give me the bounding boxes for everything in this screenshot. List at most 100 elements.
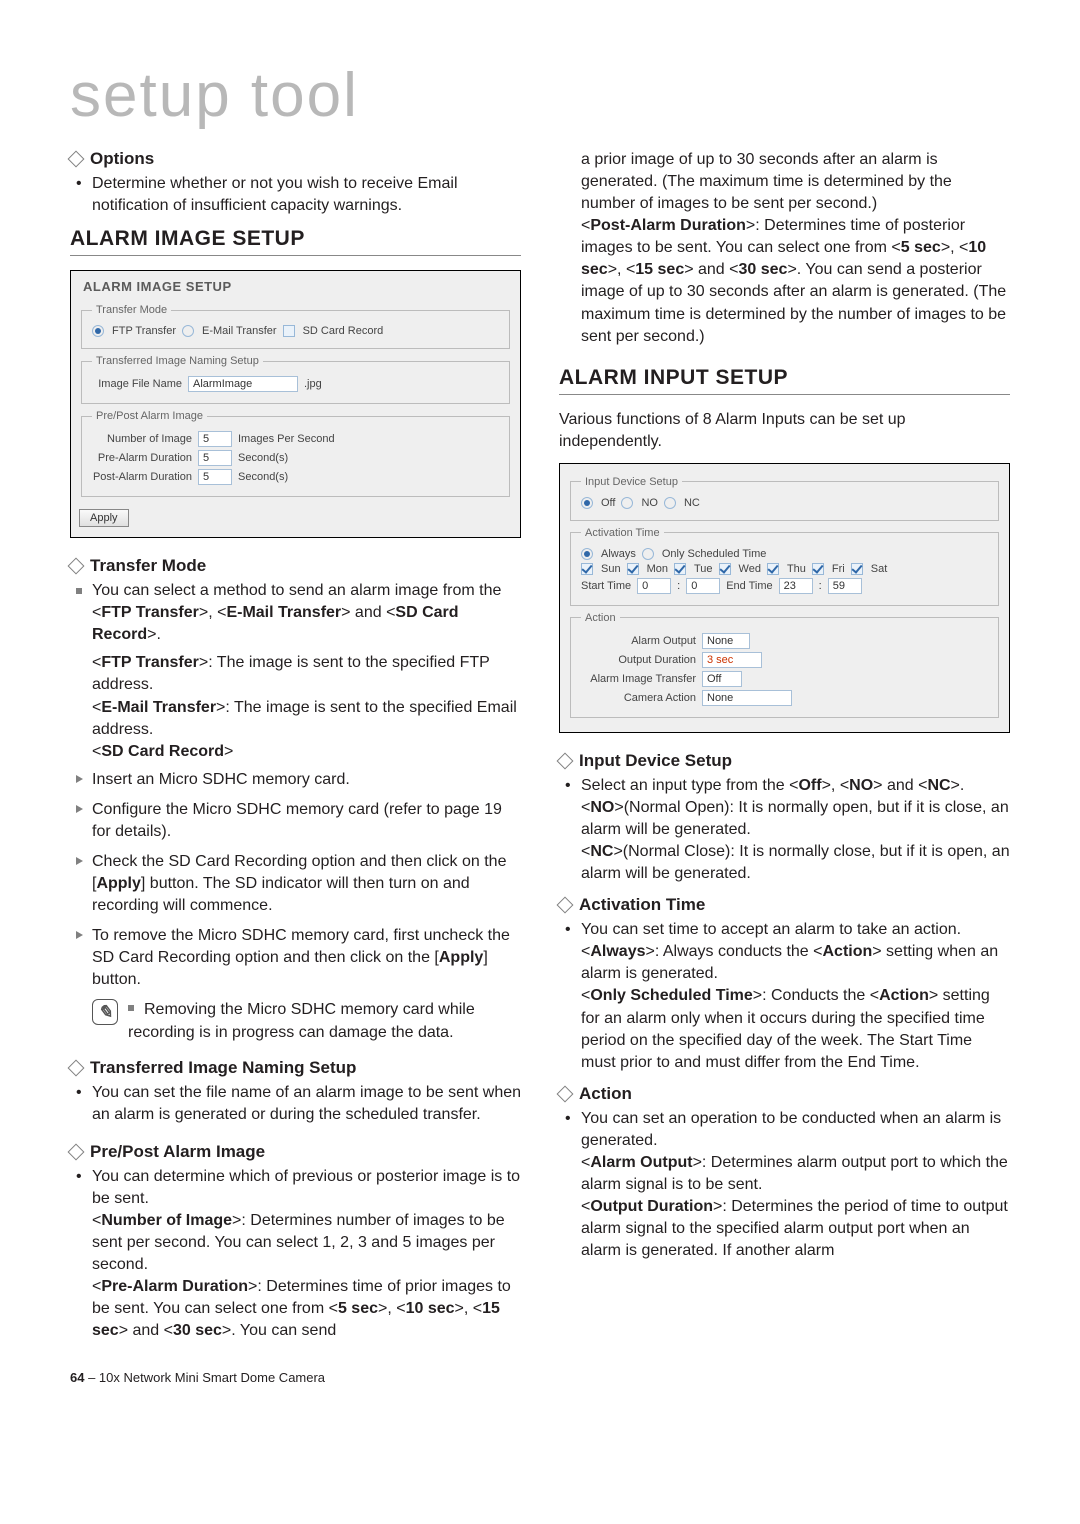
day-tue-chk[interactable] <box>674 563 686 575</box>
day-sun-chk[interactable] <box>581 563 593 575</box>
pre-dur-unit: Second(s) <box>238 452 288 464</box>
email-label: E-Mail Transfer <box>202 325 277 337</box>
sd-label: SD Card Record <box>303 325 384 337</box>
day-wed-chk[interactable] <box>719 563 731 575</box>
prepost-fieldset: Pre/Post Alarm Image Number of Image 5 I… <box>81 410 510 497</box>
end-m-select[interactable]: 59 <box>828 578 862 594</box>
sd-step-2: Configure the Micro SDHC memory card (re… <box>92 799 521 843</box>
input-device-bullet: Select an input type from the <Off>, <NO… <box>581 775 1010 885</box>
alarm-image-setup-screenshot: ALARM IMAGE SETUP Transfer Mode FTP Tran… <box>70 270 521 538</box>
action-heading-text: Action <box>579 1084 632 1104</box>
diamond-icon <box>68 151 85 168</box>
output-duration-select[interactable]: 3 sec <box>702 652 762 668</box>
day-tue: Tue <box>694 563 713 575</box>
day-thu-chk[interactable] <box>767 563 779 575</box>
nc-radio[interactable] <box>664 497 676 509</box>
naming-input[interactable]: AlarmImage <box>188 376 298 392</box>
day-sat-chk[interactable] <box>851 563 863 575</box>
transfer-mode-heading-text: Transfer Mode <box>90 556 206 576</box>
off-radio[interactable] <box>581 497 593 509</box>
naming-legend: Transferred Image Naming Setup <box>92 355 263 367</box>
action-heading: Action <box>559 1084 1010 1104</box>
input-device-legend: Input Device Setup <box>581 476 682 488</box>
no-radio[interactable] <box>621 497 633 509</box>
pre-post-continued: a prior image of up to 30 seconds after … <box>559 149 1010 348</box>
naming-ext: .jpg <box>304 378 322 390</box>
ftp-radio[interactable] <box>92 325 104 337</box>
diamond-icon <box>557 1085 574 1102</box>
alarm-image-setup-heading: ALARM IMAGE SETUP <box>70 227 521 256</box>
input-device-heading: Input Device Setup <box>559 751 1010 771</box>
only-radio[interactable] <box>642 548 654 560</box>
always-label: Always <box>601 548 636 560</box>
action-fieldset: Action Alarm OutputNone Output Duration3… <box>570 612 999 718</box>
always-radio[interactable] <box>581 548 593 560</box>
left-column: Options Determine whether or not you wis… <box>70 149 521 1346</box>
input-device-fieldset: Input Device Setup Off NO NC <box>570 476 999 521</box>
naming-bullet: You can set the file name of an alarm im… <box>92 1082 521 1126</box>
transfer-mode-intro: You can select a method to send an alarm… <box>92 580 521 763</box>
naming-heading-text: Transferred Image Naming Setup <box>90 1058 356 1078</box>
camera-action-select[interactable]: None <box>702 690 792 706</box>
day-sun: Sun <box>601 563 621 575</box>
day-sat: Sat <box>871 563 888 575</box>
off-label: Off <box>601 497 615 509</box>
prepost-heading-text: Pre/Post Alarm Image <box>90 1142 265 1162</box>
input-device-heading-text: Input Device Setup <box>579 751 732 771</box>
start-m-select[interactable]: 0 <box>686 578 720 594</box>
transfer-mode-fieldset: Transfer Mode FTP Transfer E-Mail Transf… <box>81 304 510 349</box>
options-heading: Options <box>70 149 521 169</box>
naming-fieldset: Transferred Image Naming Setup Image Fil… <box>81 355 510 404</box>
sd-checkbox[interactable] <box>283 325 295 337</box>
days-row: Sun Mon Tue Wed Thu Fri Sat <box>581 563 988 575</box>
apply-button[interactable]: Apply <box>79 509 129 527</box>
only-label: Only Scheduled Time <box>662 548 767 560</box>
end-h-select[interactable]: 23 <box>779 578 813 594</box>
pre-dur-select[interactable]: 5 <box>198 450 232 466</box>
email-radio[interactable] <box>182 325 194 337</box>
diamond-icon <box>68 1143 85 1160</box>
post-dur-label: Post-Alarm Duration <box>92 471 192 483</box>
nc-label: NC <box>684 497 700 509</box>
post-dur-select[interactable]: 5 <box>198 469 232 485</box>
options-bullet: Determine whether or not you wish to rec… <box>92 173 521 217</box>
note-row: ✎ Removing the Micro SDHC memory card wh… <box>70 999 521 1043</box>
image-transfer-label: Alarm Image Transfer <box>581 673 696 685</box>
note-icon: ✎ <box>92 999 118 1025</box>
alarm-input-setup-screenshot: Input Device Setup Off NO NC Activation … <box>559 463 1010 733</box>
day-wed: Wed <box>739 563 761 575</box>
day-mon-chk[interactable] <box>627 563 639 575</box>
activation-bullet: You can set time to accept an alarm to t… <box>581 919 1010 1074</box>
num-image-label: Number of Image <box>92 433 192 445</box>
prepost-legend: Pre/Post Alarm Image <box>92 410 207 422</box>
options-heading-text: Options <box>90 149 154 169</box>
start-time-label: Start Time <box>581 580 631 592</box>
output-duration-label: Output Duration <box>581 654 696 666</box>
diamond-icon <box>68 558 85 575</box>
image-transfer-select[interactable]: Off <box>702 671 742 687</box>
activation-legend: Activation Time <box>581 527 664 539</box>
alarm-output-label: Alarm Output <box>581 635 696 647</box>
diamond-icon <box>557 752 574 769</box>
day-fri: Fri <box>832 563 845 575</box>
post-dur-unit: Second(s) <box>238 471 288 483</box>
action-bullet: You can set an operation to be conducted… <box>581 1108 1010 1263</box>
activation-fieldset: Activation Time Always Only Scheduled Ti… <box>570 527 999 606</box>
sd-step-1: Insert an Micro SDHC memory card. <box>92 769 521 791</box>
num-image-unit: Images Per Second <box>238 433 335 445</box>
sd-step-4: To remove the Micro SDHC memory card, fi… <box>92 925 521 991</box>
alarm-output-select[interactable]: None <box>702 633 750 649</box>
activation-heading-text: Activation Time <box>579 895 705 915</box>
sd-step-3: Check the SD Card Recording option and t… <box>92 851 521 917</box>
alarm-input-intro: Various functions of 8 Alarm Inputs can … <box>559 409 1010 453</box>
shot1-title: ALARM IMAGE SETUP <box>79 277 512 300</box>
pre-dur-label: Pre-Alarm Duration <box>92 452 192 464</box>
prepost-heading: Pre/Post Alarm Image <box>70 1142 521 1162</box>
camera-action-label: Camera Action <box>581 692 696 704</box>
page-title: setup tool <box>70 60 1010 131</box>
num-image-select[interactable]: 5 <box>198 431 232 447</box>
start-h-select[interactable]: 0 <box>637 578 671 594</box>
day-fri-chk[interactable] <box>812 563 824 575</box>
ftp-label: FTP Transfer <box>112 325 176 337</box>
right-column: a prior image of up to 30 seconds after … <box>559 149 1010 1346</box>
